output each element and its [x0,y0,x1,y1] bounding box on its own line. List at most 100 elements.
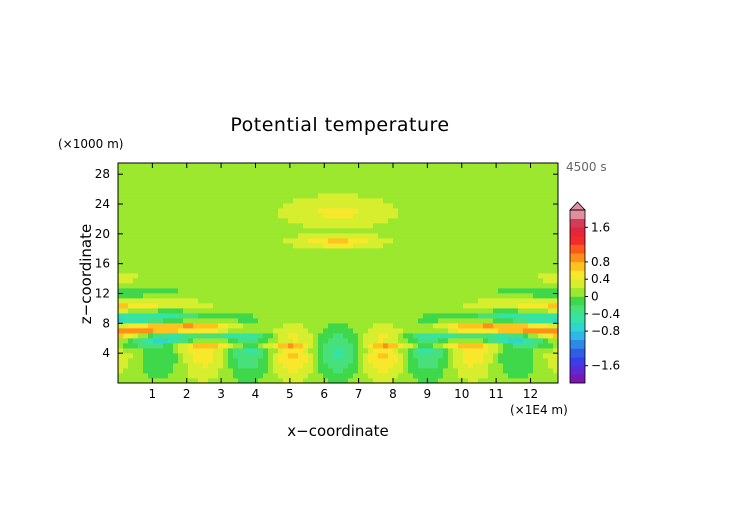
heatmap-cell [208,308,214,314]
heatmap-cell [283,163,289,169]
heatmap-cell [203,163,209,169]
heatmap-cell [348,173,354,179]
heatmap-cell [203,263,209,269]
heatmap-cell [308,223,314,229]
heatmap-cell [143,298,149,304]
heatmap-cell [258,263,264,269]
heatmap-cell [488,338,494,344]
heatmap-cell [288,173,294,179]
heatmap-cell [413,273,419,279]
heatmap-cell [403,293,409,299]
heatmap-cell [478,233,484,239]
heatmap-cell [263,223,269,229]
heatmap-cell [293,348,299,354]
heatmap-cell [303,218,309,224]
heatmap-cell [233,223,239,229]
heatmap-cell [538,278,544,284]
heatmap-cell [378,173,384,179]
heatmap-cell [478,228,484,234]
heatmap-cell [508,213,514,219]
heatmap-cell [503,318,509,324]
heatmap-cell [358,328,364,334]
heatmap-cell [123,203,129,209]
heatmap-cell [478,163,484,169]
heatmap-cell [323,258,329,264]
heatmap-cell [128,258,134,264]
heatmap-cell [488,198,494,204]
heatmap-cell [478,363,484,369]
heatmap-cell [153,243,159,249]
heatmap-cell [203,213,209,219]
heatmap-cell [163,318,169,324]
heatmap-cell [483,213,489,219]
heatmap-cell [293,173,299,179]
heatmap-cell [188,273,194,279]
heatmap-cell [488,333,494,339]
heatmap-cell [458,263,464,269]
heatmap-cell [533,298,539,304]
heatmap-cell [423,328,429,334]
heatmap-cell [128,213,134,219]
heatmap-cell [518,203,524,209]
heatmap-cell [468,353,474,359]
heatmap-cell [453,198,459,204]
heatmap-cell [228,198,234,204]
heatmap-cell [368,333,374,339]
heatmap-cell [463,348,469,354]
heatmap-cell [148,183,154,189]
heatmap-cell [333,278,339,284]
heatmap-cell [423,178,429,184]
heatmap-cell [453,293,459,299]
heatmap-cell [403,193,409,199]
heatmap-cell [213,213,219,219]
heatmap-cell [233,258,239,264]
heatmap-cell [418,378,424,384]
heatmap-cell [333,303,339,309]
heatmap-cell [343,348,349,354]
heatmap-cell [408,198,414,204]
heatmap-cell [143,168,149,174]
heatmap-cell [538,373,544,379]
heatmap-cell [438,343,444,349]
heatmap-cell [423,293,429,299]
heatmap-cell [248,208,254,214]
heatmap-cell [408,223,414,229]
heatmap-cell [363,313,369,319]
heatmap-cell [118,293,124,299]
heatmap-cell [518,238,524,244]
heatmap-cell [238,228,244,234]
heatmap-cell [438,373,444,379]
heatmap-cell [318,203,324,209]
heatmap-cell [378,313,384,319]
heatmap-cell [448,213,454,219]
heatmap-cell [303,358,309,364]
heatmap-cell [453,328,459,334]
heatmap-cell [148,303,154,309]
heatmap-cell [388,173,394,179]
heatmap-cell [138,223,144,229]
heatmap-cell [223,193,229,199]
heatmap-cell [248,193,254,199]
heatmap-cell [553,298,559,304]
heatmap-cell [288,218,294,224]
heatmap-cell [303,288,309,294]
heatmap-cell [498,338,504,344]
heatmap-cell [398,238,404,244]
heatmap-cell [133,308,139,314]
heatmap-cell [403,183,409,189]
heatmap-cell [173,233,179,239]
heatmap-cell [273,298,279,304]
heatmap-cell [398,323,404,329]
heatmap-cell [253,263,259,269]
heatmap-cell [253,168,259,174]
heatmap-cell [223,218,229,224]
heatmap-cell [303,333,309,339]
heatmap-cell [423,283,429,289]
heatmap-cell [338,353,344,359]
heatmap-cell [173,378,179,384]
heatmap-cell [348,248,354,254]
heatmap-cell [228,268,234,274]
heatmap-cell [288,333,294,339]
heatmap-cell [133,328,139,334]
heatmap-cell [428,368,434,374]
